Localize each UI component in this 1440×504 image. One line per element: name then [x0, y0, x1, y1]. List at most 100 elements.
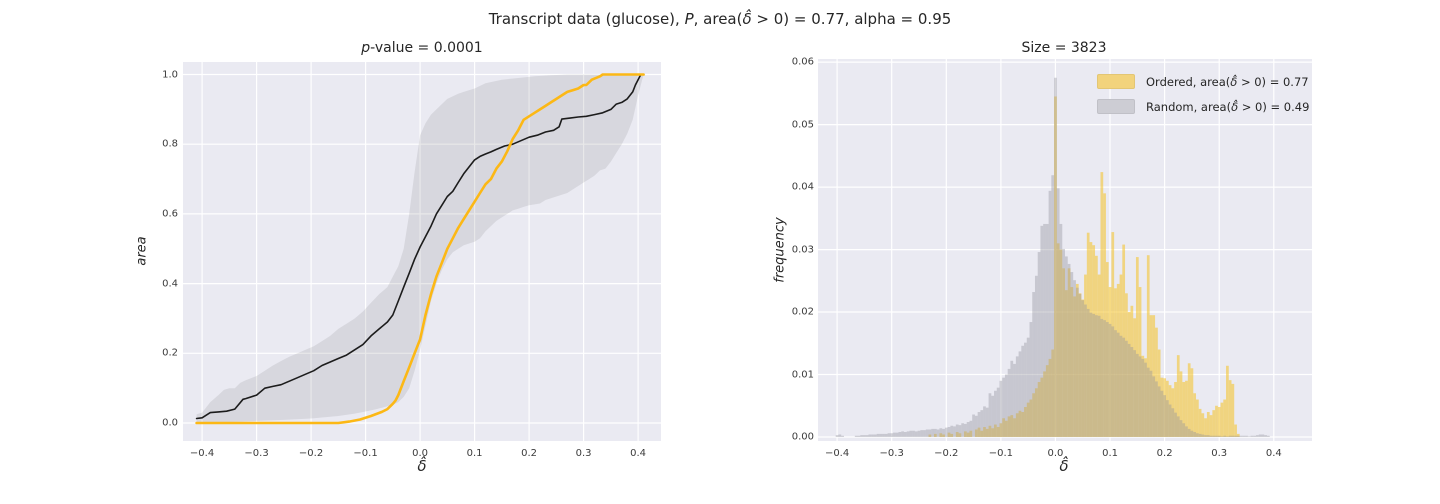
- random-histogram-bar: [1029, 322, 1033, 437]
- random-histogram-bar: [1226, 436, 1229, 437]
- random-histogram-bar: [1220, 436, 1224, 437]
- random-histogram-bar: [1245, 435, 1248, 437]
- random-histogram-bar: [1201, 434, 1205, 437]
- legend-swatch-icon: [1097, 74, 1135, 89]
- random-histogram-bar: [1075, 287, 1079, 438]
- random-histogram-bar: [873, 434, 877, 437]
- left-plot-xtick-label: 0.0: [412, 448, 429, 459]
- random-histogram-bar: [1133, 350, 1136, 437]
- left-plot-ytick-label: 0.0: [162, 417, 178, 429]
- random-histogram-bar: [991, 395, 995, 437]
- ordered-histogram-bar: [1034, 388, 1038, 437]
- random-histogram-bar: [996, 387, 1000, 437]
- ordered-histogram-bar: [950, 433, 954, 437]
- ordered-histogram-bar: [1176, 355, 1180, 437]
- random-histogram-bar: [890, 433, 894, 437]
- ordered-histogram-bar: [969, 430, 973, 437]
- legend-item: Ordered, area(δ̂ > 0) = 0.77: [1097, 74, 1309, 89]
- ordered-histogram-bar: [947, 432, 951, 437]
- left-plot-xtick-label: −0.3: [244, 448, 269, 459]
- random-histogram-bar: [879, 433, 883, 437]
- left-plot-xtick-label: 0.3: [575, 448, 592, 459]
- random-histogram-bar: [909, 430, 913, 437]
- ordered-histogram-bar: [1056, 243, 1060, 437]
- random-mean-line: [195, 73, 642, 420]
- random-histogram-bar: [857, 435, 861, 437]
- ordered-histogram-bar: [1125, 293, 1128, 437]
- random-histogram-bar: [1182, 423, 1186, 438]
- ordered-histogram-bar: [1179, 371, 1183, 437]
- random-histogram-bar: [1264, 435, 1267, 437]
- random-histogram-bar: [1127, 343, 1131, 437]
- ordered-histogram-bar: [1168, 385, 1172, 437]
- random-histogram-bar: [950, 425, 954, 437]
- right-plot-xtick-label: −0.2: [934, 448, 959, 459]
- ordered-histogram-bar: [1236, 433, 1240, 437]
- random-histogram-bar: [1176, 416, 1180, 437]
- ordered-histogram-bar: [1084, 274, 1087, 437]
- ordered-histogram-bar: [1065, 290, 1068, 437]
- left-plot-xtick-label: 0.4: [630, 448, 647, 459]
- legend-label: Ordered, area(δ̂ > 0) = 0.77: [1146, 74, 1309, 89]
- figure-suptitle: Transcript data (glucose), P, area(δ̂ > …: [489, 10, 952, 28]
- random-histogram-bar: [999, 380, 1003, 437]
- random-histogram-bar: [1190, 430, 1194, 437]
- random-histogram-bar: [1234, 435, 1237, 437]
- ordered-histogram-bar: [1182, 382, 1186, 437]
- ordered-histogram-bar: [1220, 402, 1224, 437]
- right-plot-canvas: [818, 59, 1312, 441]
- left-plot-ytick-label: 0.4: [162, 278, 178, 290]
- random-histogram-bar: [1146, 367, 1150, 437]
- random-histogram-bar: [1015, 356, 1019, 437]
- ordered-histogram-bar: [966, 432, 970, 437]
- ordered-histogram-bar: [1155, 327, 1158, 437]
- random-histogram-bar: [1111, 326, 1115, 437]
- ordered-histogram-bar: [928, 434, 932, 437]
- ordered-histogram-bar: [1002, 418, 1005, 437]
- ordered-histogram-bar: [1067, 268, 1071, 437]
- ordered-histogram-bar: [1149, 315, 1153, 438]
- random-histogram-bar: [1105, 322, 1109, 437]
- ordered-histogram: [928, 96, 1240, 438]
- random-histogram-bar: [1174, 412, 1177, 437]
- random-histogram-bar: [964, 423, 967, 437]
- ordered-histogram-bar: [996, 427, 1000, 437]
- ordered-histogram-bar: [1133, 318, 1136, 437]
- random-histogram-bar: [876, 433, 880, 437]
- right-plot-xtick-label: 0.2: [1156, 448, 1173, 459]
- ordered-histogram-bar: [1004, 420, 1008, 437]
- random-histogram-bar: [958, 425, 962, 437]
- text-segment: -value = 0.0001: [370, 40, 483, 56]
- random-histogram-bar: [1062, 248, 1065, 437]
- ordered-histogram-bar: [1021, 412, 1025, 437]
- ordered-histogram-bar: [1122, 244, 1126, 437]
- ordered-histogram-bar: [1223, 399, 1227, 437]
- random-histogram-bar: [1021, 345, 1025, 437]
- ordered-histogram-bar: [1100, 172, 1104, 437]
- ordered-histogram-bar: [1119, 274, 1123, 437]
- random-histogram-bar: [1196, 433, 1199, 437]
- ordered-histogram-bar: [1037, 382, 1041, 437]
- random-histogram-bar: [1007, 368, 1011, 437]
- ordered-histogram-bar: [1092, 245, 1096, 437]
- ordered-histogram-bar: [1018, 410, 1022, 437]
- ordered-histogram-bar: [1157, 349, 1161, 437]
- ordered-histogram-bar: [1116, 283, 1120, 437]
- random-histogram-bar: [1092, 313, 1096, 437]
- ordered-histogram-bar: [1103, 193, 1106, 437]
- random-histogram-bar: [969, 420, 973, 437]
- ordered-histogram-bar: [1193, 393, 1197, 438]
- random-histogram-bar: [1116, 332, 1120, 437]
- ordered-histogram-bar: [1212, 410, 1216, 438]
- random-histogram-bar: [1026, 337, 1030, 437]
- ordered-histogram-bar: [1054, 96, 1057, 438]
- random-histogram-bar: [895, 432, 899, 437]
- random-histogram-bar: [887, 433, 891, 437]
- random-histogram-bar: [884, 433, 888, 437]
- ordered-histogram-bar: [1185, 380, 1188, 437]
- ordered-histogram-bar: [977, 427, 981, 437]
- ordered-histogram-bar: [1029, 399, 1033, 437]
- random-histogram-bar: [1236, 435, 1240, 437]
- left-plot-xtick-label: −0.1: [353, 448, 378, 459]
